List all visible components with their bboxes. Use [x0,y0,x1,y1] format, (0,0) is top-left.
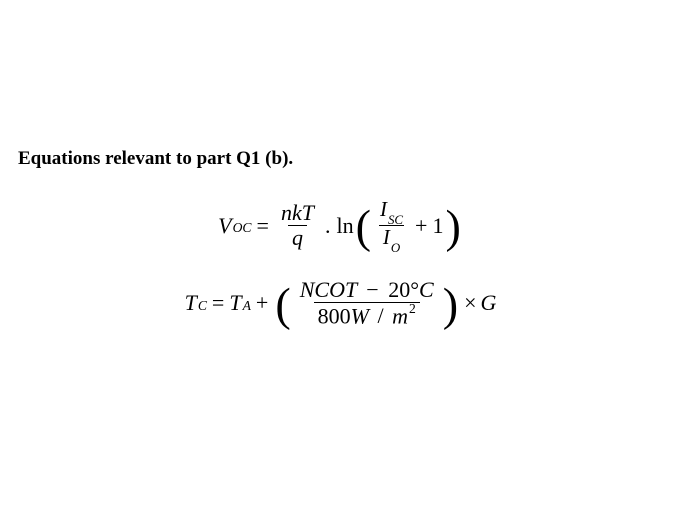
eq2-times: × [464,292,476,314]
eq2-plus: + [256,292,268,314]
eq2-frac-num-20: 20 [388,277,410,302]
eq2-frac-den-w: W [351,303,369,328]
equation-voc: VOC = nkT q . ln ( ISC IO + 1 ) [0,198,681,253]
eq2-frac-den-m: m [392,303,408,328]
eq2-frac-num-ncot: NCOT [300,277,357,302]
eq2-frac-num-c: C [419,277,434,302]
eq1-frac2-den-var: I [383,225,390,249]
eq1-fraction-Isc-over-Io: ISC IO [376,198,407,253]
eq1-lhs-sub: OC [233,221,252,235]
eq2-g: G [481,292,497,314]
eq1-fraction-nkT-over-q: nkT q [277,201,318,250]
eq2-frac-den-exp: 2 [409,301,416,316]
eq2-lhs-var: T [185,292,197,314]
eq2-ta-var: T [229,292,241,314]
eq1-frac2-den-sub: O [391,240,400,255]
eq1-one: 1 [432,215,443,237]
eq1-dot: . [325,215,331,237]
eq1-frac2-num-var: I [380,197,387,221]
section-heading: Equations relevant to part Q1 (b). [18,148,293,170]
eq1-plus: + [415,215,427,237]
eq1-lhs-var: V [218,215,231,237]
eq1-frac1-num: nkT [277,201,318,225]
eq2-lhs-sub: C [198,299,207,313]
eq2-equals: = [212,292,224,314]
eq2-fraction: NCOT − 20°C 800W / m2 [296,278,438,328]
eq1-frac2-num: ISC [376,198,407,225]
eq2-frac-den: 800W / m2 [314,302,420,328]
eq1-frac2-num-sub: SC [388,212,403,227]
eq2-ta-sub: A [243,299,251,313]
eq1-frac1-den: q [288,225,307,250]
eq2-frac-den-800: 800 [318,303,351,328]
equation-tc: TC = TA + ( NCOT − 20°C 800W / m2 ) × G [0,278,681,328]
eq2-frac-num-deg: ° [410,277,419,302]
eq1-equals: = [257,215,269,237]
eq2-frac-num: NCOT − 20°C [296,278,438,302]
eq2-frac-num-minus: − [366,277,378,302]
eq1-frac2-den: IO [379,225,404,253]
eq1-ln: ln [336,215,353,237]
eq2-frac-den-slash: / [377,303,383,328]
